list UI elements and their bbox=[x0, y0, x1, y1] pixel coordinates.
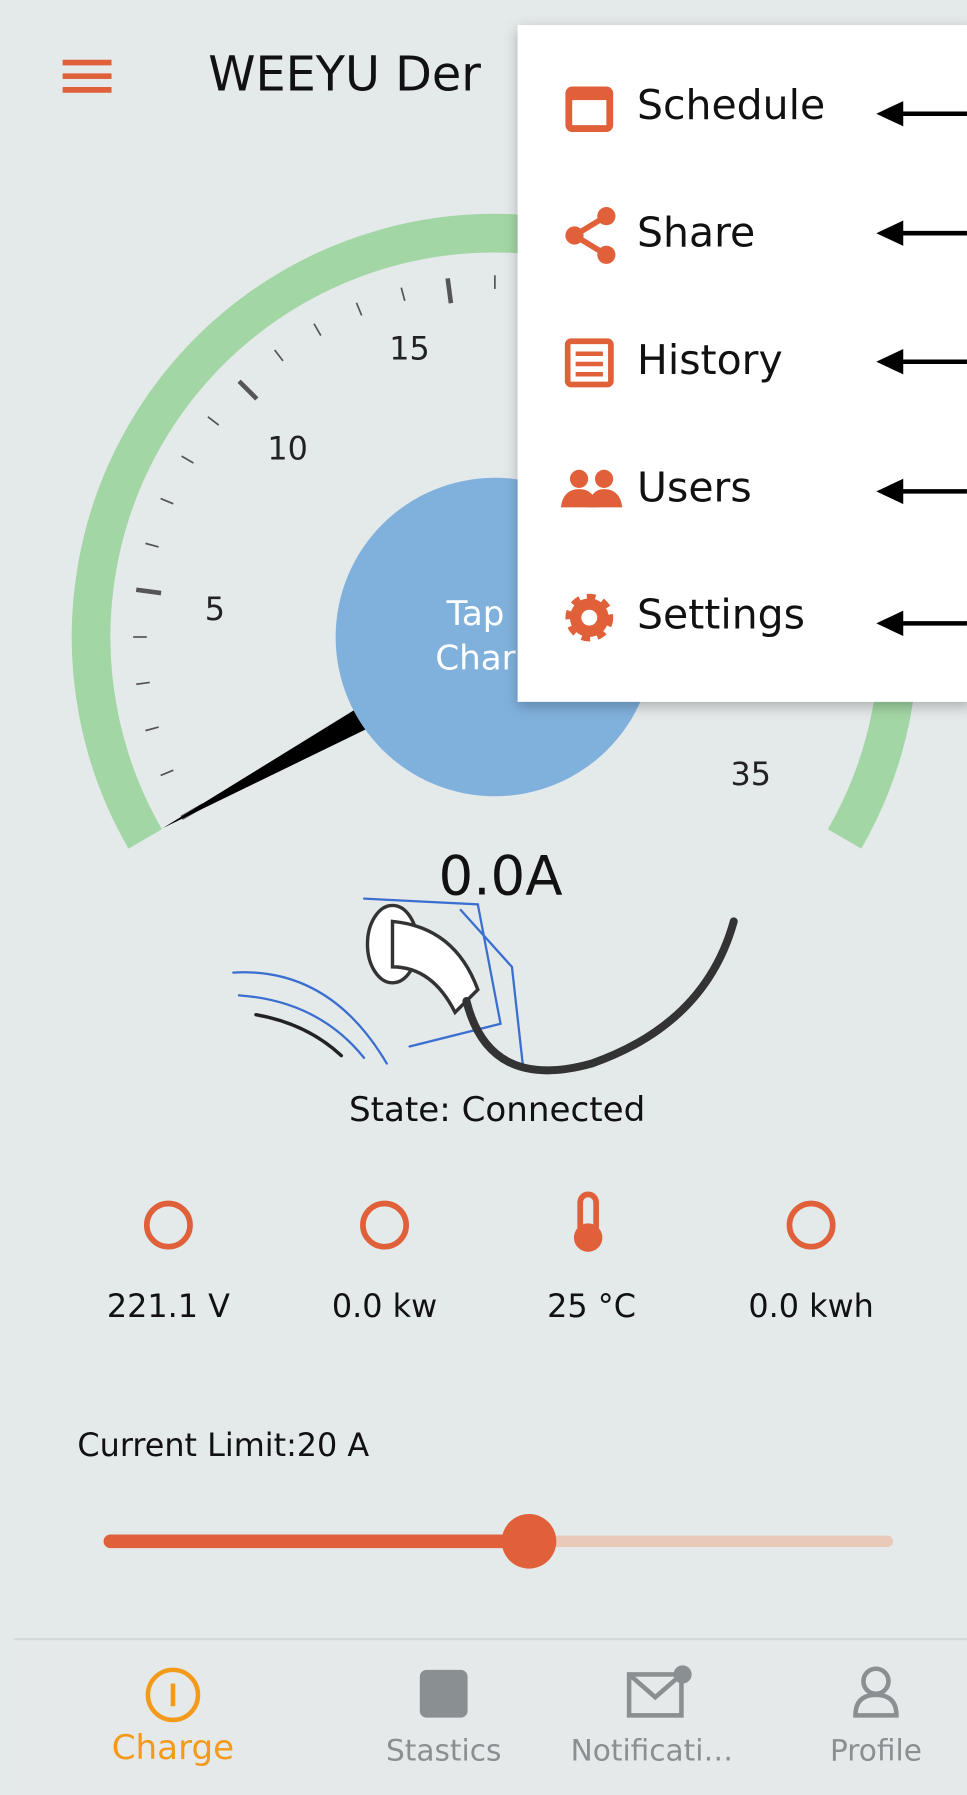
current-reading: 0.0A bbox=[438, 843, 562, 907]
gauge-tick bbox=[136, 590, 161, 593]
menu-item[interactable]: Share bbox=[637, 208, 755, 256]
header-title: WEEYU Der bbox=[208, 47, 481, 102]
menu-item[interactable]: History bbox=[637, 336, 783, 384]
gauge-tick bbox=[448, 278, 451, 303]
popup-menu: Schedule Share History Users Settings bbox=[518, 25, 967, 702]
menu-item[interactable]: Users bbox=[637, 463, 752, 511]
gauge-label: 5 bbox=[205, 590, 225, 628]
gauge-label: 35 bbox=[731, 755, 772, 793]
page: WEEYU Der 5 10 15 35 Tap Char 0.0A State… bbox=[0, 0, 967, 1795]
tab-label[interactable]: Charge bbox=[112, 1728, 234, 1768]
tab-label[interactable]: Profile bbox=[830, 1733, 922, 1767]
settings-icon bbox=[570, 598, 609, 637]
bottom-nav bbox=[14, 1639, 967, 1795]
menu-item[interactable]: Settings bbox=[637, 591, 805, 639]
tab-label[interactable]: Stastics bbox=[386, 1733, 501, 1767]
stat-value: 25 °C bbox=[547, 1287, 636, 1325]
tab-label[interactable]: Notificati… bbox=[571, 1733, 733, 1767]
gauge-label: 15 bbox=[389, 329, 430, 367]
current-limit-label: Current Limit:20 A bbox=[77, 1426, 369, 1464]
slider-thumb[interactable] bbox=[502, 1514, 557, 1569]
charger-state: State: Connected bbox=[349, 1090, 645, 1130]
stat-value: 221.1 V bbox=[107, 1287, 230, 1325]
screen: WEEYU Der 5 10 15 35 Tap Char 0.0A State… bbox=[0, 0, 967, 1795]
menu-item[interactable]: Schedule bbox=[637, 81, 825, 129]
stat-value: 0.0 kwh bbox=[748, 1287, 873, 1325]
charge-button-text: Tap bbox=[446, 594, 505, 634]
stat-value: 0.0 kw bbox=[332, 1287, 437, 1325]
charge-button-text: Char bbox=[435, 638, 516, 678]
gauge-label: 10 bbox=[267, 429, 308, 467]
